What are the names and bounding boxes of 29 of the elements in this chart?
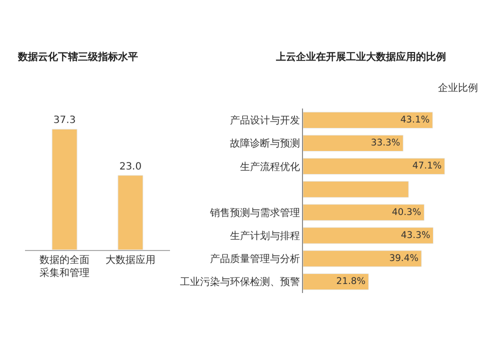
y-tick-label: 销售预测与需求管理 [209, 206, 300, 219]
bar [303, 204, 424, 221]
data-label: 40.3% [392, 206, 422, 218]
data-label: 47.1% [412, 160, 442, 172]
y-tick-label: 生产计划与排程 [230, 230, 300, 242]
x-tick-label: 大数据应用 [105, 254, 156, 266]
bar [303, 250, 422, 267]
bar [303, 112, 433, 128]
data-label: 21.8% [336, 276, 366, 287]
bar [303, 273, 369, 290]
bar [303, 227, 434, 244]
data-label: 23.0 [119, 161, 142, 172]
data-label: 37.3 [53, 115, 76, 126]
y-tick-label: 工业污染与环保检测、预警 [180, 276, 300, 288]
y-tick-label: 生产流程优化 [240, 160, 300, 173]
chart-title: 数据云化下辖三级指标水平 [17, 51, 138, 63]
y-tick-label: 故障诊断与预测 [230, 138, 300, 150]
chart-title: 上云企业在开展工业大数据应用的比例 [275, 51, 446, 63]
y-tick-label: 产品质量管理与分析 [210, 253, 300, 266]
x-tick-label: 数据的全面采集和管理 [40, 254, 90, 279]
bar [303, 134, 404, 152]
y-tick-label: 产品设计与开发 [230, 114, 300, 127]
data-label: 33.3% [370, 138, 400, 149]
x-axis-title: 企业比例 [438, 82, 478, 94]
data-label: 43.1% [400, 114, 430, 126]
data-label: 43.3% [400, 230, 430, 241]
bar [303, 181, 409, 198]
bar [303, 158, 445, 175]
data-label: 39.4% [389, 252, 419, 264]
